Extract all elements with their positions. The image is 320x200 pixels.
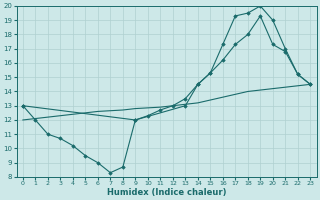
X-axis label: Humidex (Indice chaleur): Humidex (Indice chaleur) xyxy=(107,188,226,197)
